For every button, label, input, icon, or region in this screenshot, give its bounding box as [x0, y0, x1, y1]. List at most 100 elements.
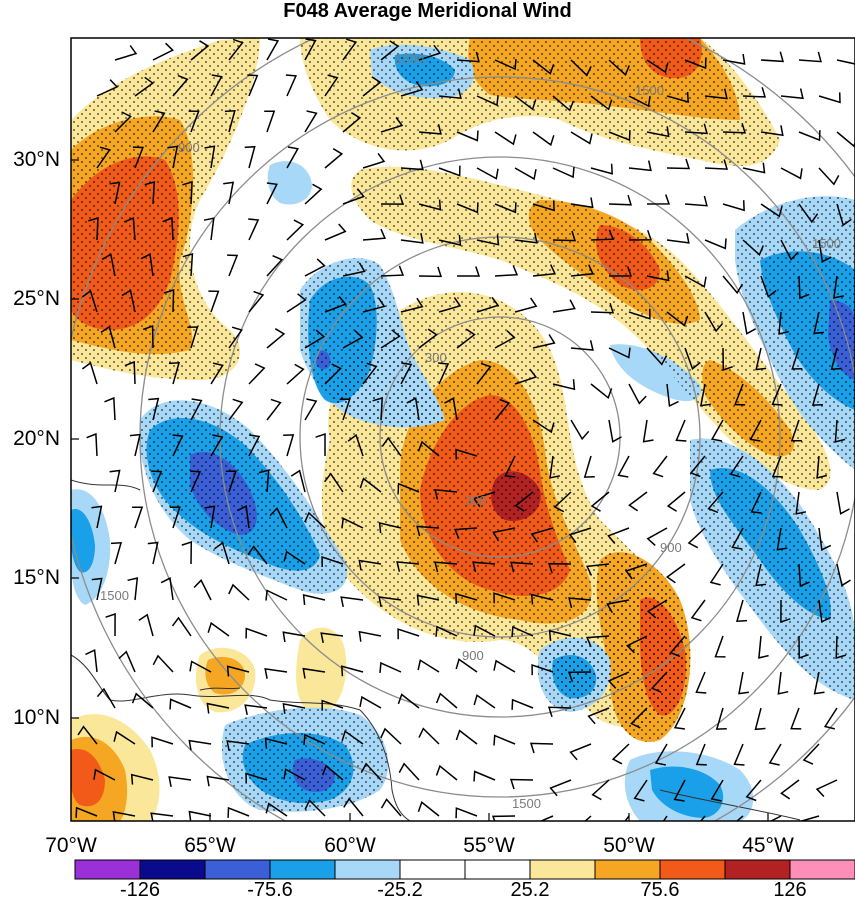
- wind-barb: [324, 472, 344, 493]
- wind-barb: [400, 297, 424, 313]
- wind-barb: [400, 232, 424, 244]
- wind-barb: [86, 432, 98, 457]
- wind-barb: [836, 203, 852, 227]
- wind-barb: [745, 779, 762, 802]
- wind-barb: [646, 270, 670, 282]
- wind-barb: [749, 419, 762, 442]
- wind-barb: [552, 166, 575, 179]
- ring-label: 900: [178, 140, 200, 155]
- wind-barb: [798, 51, 822, 63]
- wind-barb: [611, 743, 630, 765]
- wind-barb: [304, 38, 317, 61]
- wind-barb: [684, 123, 709, 135]
- wind-barb: [791, 347, 803, 370]
- wind-barb: [227, 806, 250, 818]
- wind-barb: [378, 522, 402, 534]
- wind-barb: [628, 95, 651, 108]
- wind-barb: [606, 599, 630, 614]
- wind-barb: [96, 79, 119, 97]
- wind-barb: [163, 288, 175, 313]
- wind-barb: [758, 635, 769, 659]
- wind-barb: [476, 296, 500, 313]
- wind-barb: [151, 470, 163, 493]
- wind-barb: [378, 596, 402, 607]
- wind-barb: [358, 559, 382, 571]
- wind-barb: [760, 275, 777, 298]
- wind-barb: [147, 541, 159, 565]
- wind-barb: [472, 491, 496, 508]
- wind-barb: [81, 289, 98, 313]
- wind-barb: [608, 419, 622, 443]
- lat-label-10n: 10°N: [13, 706, 60, 729]
- wind-barb: [493, 659, 516, 673]
- wind-barb: [134, 76, 155, 97]
- wind-barb: [247, 545, 268, 565]
- wind-barb: [760, 203, 783, 218]
- wind-barb: [226, 665, 250, 677]
- wind-barb: [626, 635, 648, 654]
- wind-barb: [733, 743, 745, 766]
- wind-barb: [227, 254, 239, 277]
- wind-barb: [342, 262, 366, 277]
- wind-barb: [617, 455, 630, 478]
- wind-barb: [248, 363, 266, 385]
- lon-label-45w: 45°W: [742, 834, 794, 857]
- ring-label: 1500: [635, 83, 664, 98]
- wind-barb: [532, 200, 555, 212]
- wind-barb: [811, 383, 823, 406]
- wind-barb: [514, 297, 538, 313]
- wind-barb: [646, 527, 668, 546]
- wind-barb: [755, 563, 767, 587]
- wind-barb: [456, 202, 479, 214]
- wind-barb: [190, 470, 202, 493]
- wind-barb: [687, 527, 706, 549]
- wind-barb: [608, 130, 631, 142]
- wind-barb: [406, 397, 420, 421]
- wind-barb: [207, 621, 230, 637]
- wind-barb: [372, 396, 384, 421]
- wind-barb: [342, 112, 362, 133]
- wind-barb: [607, 671, 630, 689]
- wind-barb: [591, 779, 610, 801]
- wind-barb: [494, 330, 516, 349]
- wind-barb: [494, 131, 517, 146]
- wind-barb: [152, 654, 174, 673]
- wind-barb: [455, 729, 478, 745]
- wind-barb: [675, 419, 687, 442]
- wind-barb: [283, 550, 306, 565]
- wind-barb: [203, 217, 215, 241]
- wind-barb: [742, 311, 756, 335]
- wind-barb: [340, 596, 364, 608]
- wind-barb: [666, 158, 691, 170]
- wind-barb: [455, 592, 478, 604]
- wind-barb: [435, 692, 458, 709]
- wind-barb: [341, 517, 364, 529]
- wind-barb: [286, 146, 299, 169]
- wind-barb: [204, 505, 216, 529]
- wind-barb: [438, 362, 450, 385]
- wind-barb: [673, 779, 686, 802]
- colorbar-box: [139, 859, 206, 880]
- wind-barb: [162, 216, 174, 241]
- wind-barb: [248, 434, 261, 457]
- wind-barb: [494, 59, 517, 71]
- tick-marks: [71, 159, 769, 821]
- wind-barb: [438, 165, 461, 177]
- wind-barb: [722, 53, 746, 65]
- wind-barb: [248, 218, 260, 241]
- wind-barb: [553, 491, 572, 513]
- wind-barb: [642, 419, 654, 443]
- wind-barb: [124, 360, 136, 385]
- wind-barb: [379, 661, 402, 673]
- wind-barb: [813, 671, 825, 695]
- wind-barb: [666, 491, 686, 512]
- wind-barb: [570, 340, 594, 351]
- colorbar-box: [529, 859, 596, 880]
- ring-label: 900: [660, 540, 682, 555]
- wind-barb: [418, 727, 440, 745]
- wind-barb: [707, 491, 724, 514]
- wind-barb: [362, 297, 386, 313]
- wind-barb: [695, 671, 707, 694]
- wind-barb: [150, 812, 174, 821]
- wind-barb: [552, 230, 577, 242]
